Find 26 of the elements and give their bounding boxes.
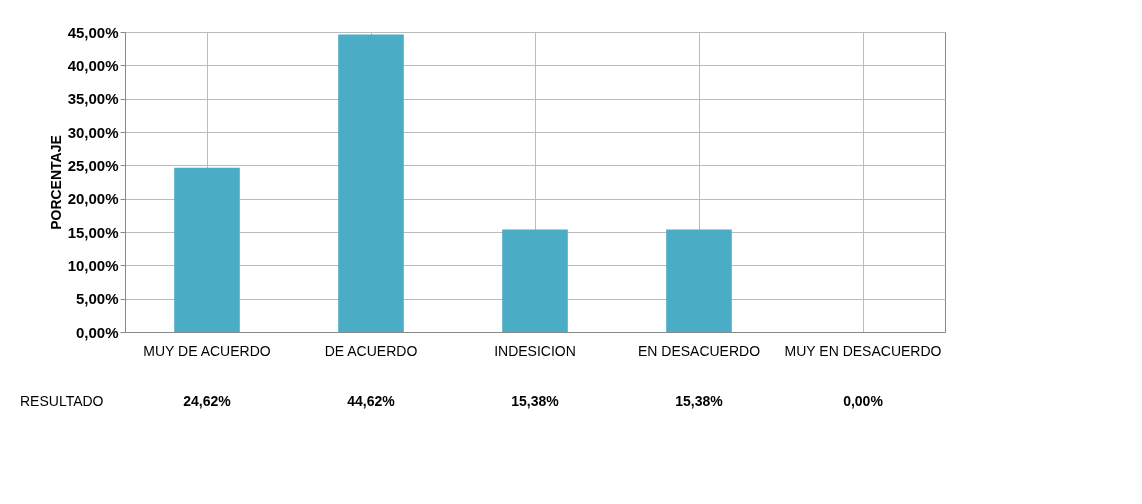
bar: [666, 229, 732, 332]
y-tick-label: 15,00%: [67, 223, 119, 241]
y-tick-label: 35,00%: [67, 90, 119, 108]
x-tick-label: EN DESACUERDO: [637, 342, 761, 359]
x-tick-label: DE ACUERDO: [324, 342, 418, 359]
text: RESULTADO: [20, 393, 104, 409]
bar: [174, 167, 240, 332]
data-label: 15,38%: [675, 393, 724, 409]
y-tick-label: 5,00%: [75, 290, 119, 308]
x-tick-label: MUY EN DESACUERDO: [784, 342, 942, 359]
bar: [502, 229, 568, 332]
x-tick-label: MUY DE ACUERDO: [143, 342, 271, 359]
data-label: 24,62%: [183, 393, 232, 409]
y-tick-label: 0,00%: [75, 323, 119, 341]
y-axis-title: PORCENTAJE: [47, 135, 64, 230]
data-label: 44,62%: [347, 393, 396, 409]
x-tick-label: INDESICION: [494, 342, 576, 359]
y-tick-label: 40,00%: [67, 56, 119, 74]
y-tick-label: 10,00%: [67, 256, 119, 274]
y-tick-label: 20,00%: [67, 190, 119, 208]
y-tick-label: 25,00%: [67, 156, 119, 174]
data-label: 0,00%: [843, 393, 884, 409]
y-tick-label: 45,00%: [67, 23, 119, 41]
data-label: 15,38%: [511, 393, 560, 409]
y-tick-label: 30,00%: [67, 123, 119, 141]
bar: [338, 34, 404, 332]
